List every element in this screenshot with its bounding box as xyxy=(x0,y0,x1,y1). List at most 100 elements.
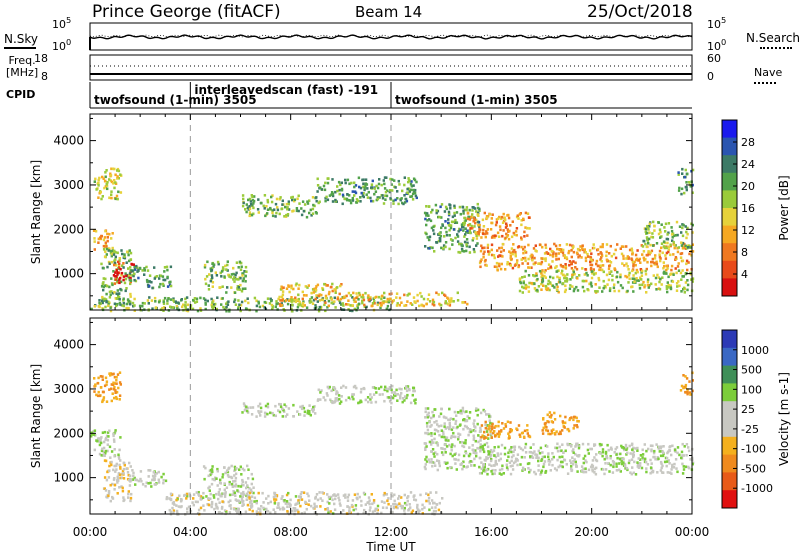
scatter-cell xyxy=(274,202,278,206)
scatter-cell xyxy=(495,265,498,269)
scatter-cell xyxy=(203,265,207,269)
scatter-cell xyxy=(169,305,172,309)
power-colorbar-tick-label: 8 xyxy=(741,246,748,259)
scatter-cell xyxy=(561,251,565,255)
scatter-cell xyxy=(466,229,469,233)
scatter-cell xyxy=(414,194,418,198)
scatter-cell xyxy=(468,416,471,420)
scatter-cell xyxy=(547,279,550,283)
scatter-cell xyxy=(103,236,107,239)
scatter-cell xyxy=(498,235,501,238)
scatter-cell xyxy=(584,251,587,254)
scatter-cell xyxy=(636,462,640,466)
y-tick-label: 4000 xyxy=(53,134,84,148)
scatter-cell xyxy=(657,445,661,449)
scatter-cell xyxy=(425,460,429,463)
scatter-cell xyxy=(540,288,543,291)
scatter-cell xyxy=(445,416,448,420)
scatter-cell xyxy=(311,207,315,211)
scatter-cell xyxy=(579,245,582,248)
scatter-cell xyxy=(347,396,350,399)
scatter-cell xyxy=(389,197,392,200)
scatter-cell xyxy=(454,218,457,222)
scatter-cell xyxy=(562,273,565,277)
scatter-cell xyxy=(130,492,133,496)
scatter-cell xyxy=(410,188,413,192)
scatter-cell xyxy=(231,485,234,488)
scatter-cell xyxy=(290,303,294,307)
scatter-cell xyxy=(226,303,230,306)
scatter-cell xyxy=(112,383,115,386)
date-label: 25/Oct/2018 xyxy=(587,2,693,22)
scatter-cell xyxy=(105,299,108,303)
scatter-cell xyxy=(94,177,97,181)
scatter-cell xyxy=(324,199,327,203)
scatter-cell xyxy=(471,238,474,242)
scatter-cell xyxy=(163,266,167,269)
scatter-cell xyxy=(349,294,353,297)
scatter-cell xyxy=(483,443,486,447)
scatter-cell xyxy=(347,493,351,497)
scatter-cell xyxy=(400,496,403,499)
scatter-cell xyxy=(150,299,154,302)
scatter-cell xyxy=(336,189,339,193)
scatter-cell xyxy=(672,466,676,469)
scatter-cell xyxy=(647,283,650,287)
scatter-cell xyxy=(659,277,662,281)
scatter-cell xyxy=(565,280,569,283)
scatter-cell xyxy=(257,300,260,304)
scatter-cell xyxy=(477,206,480,210)
scatter-cell xyxy=(353,307,356,311)
scatter-cell xyxy=(129,269,133,272)
scatter-cell xyxy=(528,266,532,269)
scatter-cell xyxy=(578,274,581,277)
scatter-cell xyxy=(505,232,508,236)
scatter-cell xyxy=(686,388,689,391)
scatter-cell xyxy=(302,294,306,297)
scatter-cell xyxy=(338,192,341,196)
scatter-cell xyxy=(218,481,222,484)
scatter-cell xyxy=(606,283,609,286)
scatter-cell xyxy=(511,464,514,468)
scatter-cell xyxy=(474,409,478,412)
scatter-cell xyxy=(274,498,278,501)
scatter-cell xyxy=(542,426,545,430)
scatter-cell xyxy=(226,269,229,272)
scatter-cell xyxy=(537,449,540,453)
scatter-cell xyxy=(544,444,548,448)
scatter-cell xyxy=(689,246,692,249)
scatter-cell xyxy=(632,265,635,268)
scatter-cell xyxy=(572,245,575,248)
scatter-cell xyxy=(129,279,133,282)
scatter-cell xyxy=(426,413,429,417)
scatter-cell xyxy=(517,424,521,427)
scatter-cell xyxy=(419,493,422,497)
scatter-cell xyxy=(479,426,482,430)
scatter-cell xyxy=(608,260,611,263)
scatter-cell xyxy=(457,453,461,457)
scatter-cell xyxy=(290,196,293,199)
scatter-cell xyxy=(113,249,116,253)
scatter-cell xyxy=(92,229,96,232)
scatter-cell xyxy=(636,446,639,450)
scatter-cell xyxy=(185,296,189,299)
scatter-cell xyxy=(438,232,441,235)
scatter-cell xyxy=(321,298,325,302)
scatter-cell xyxy=(474,449,477,452)
scatter-cell xyxy=(398,387,401,391)
scatter-cell xyxy=(387,497,390,500)
scatter-cell xyxy=(631,260,635,264)
scatter-cell xyxy=(409,302,412,305)
scatter-cell xyxy=(545,288,549,292)
scatter-cell xyxy=(366,296,370,299)
scatter-cell xyxy=(460,223,464,226)
scatter-cell xyxy=(379,306,382,309)
scatter-cell xyxy=(122,496,125,499)
scatter-cell xyxy=(233,507,236,511)
scatter-cell xyxy=(622,458,625,461)
scatter-cell xyxy=(396,399,399,402)
scatter-cell xyxy=(232,272,235,276)
scatter-cell xyxy=(125,306,128,310)
scatter-cell xyxy=(658,287,662,291)
scatter-cell xyxy=(643,285,646,289)
